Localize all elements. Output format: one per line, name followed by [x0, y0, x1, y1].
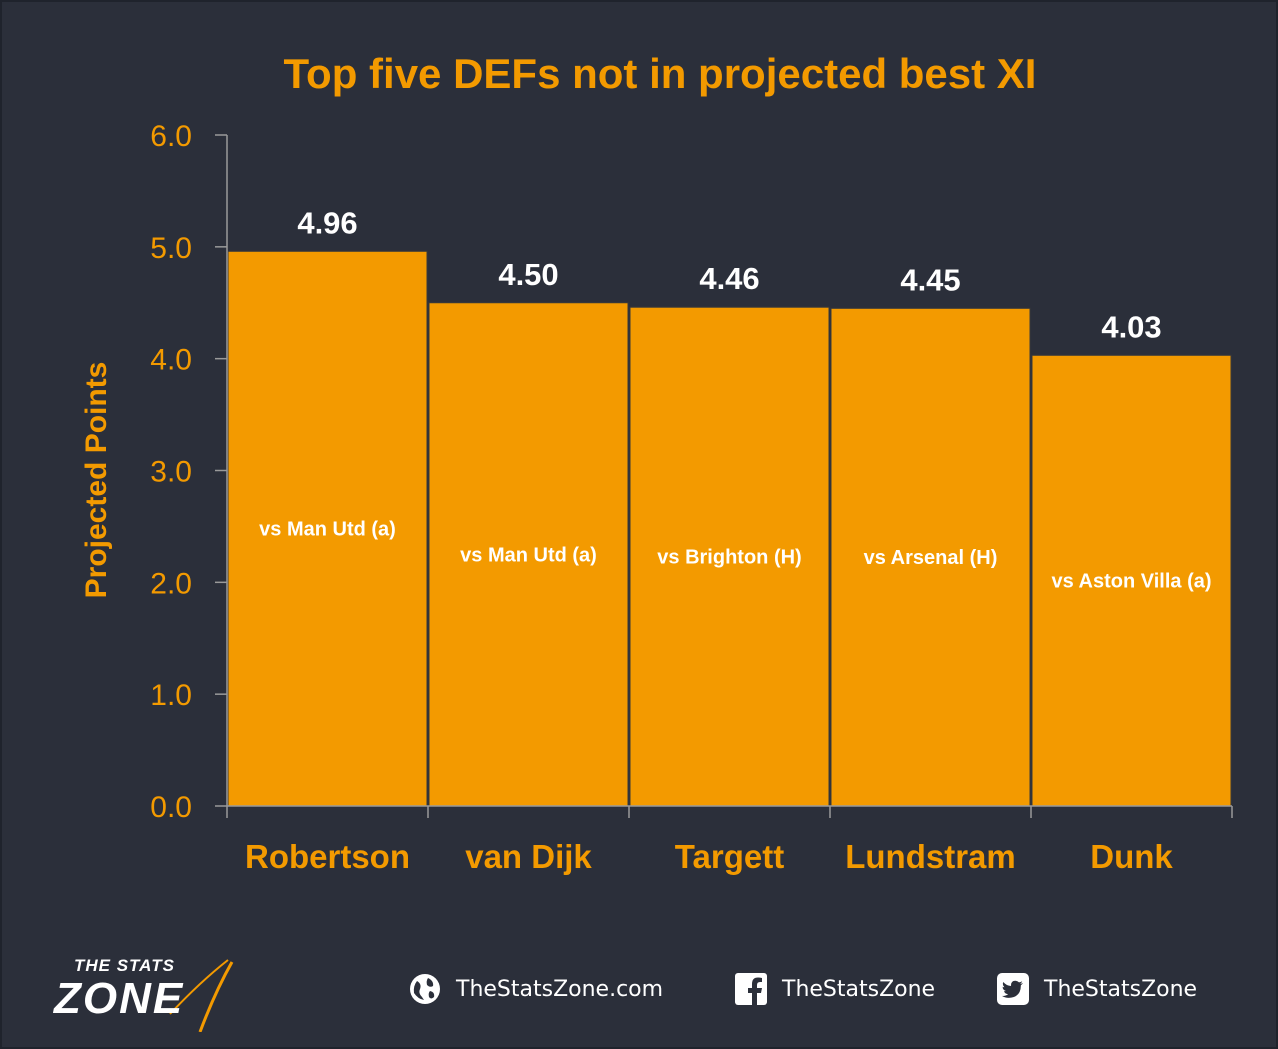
value-label-3: 4.46 — [699, 261, 759, 296]
value-label-2: 4.50 — [498, 257, 558, 292]
y-tick-label-4: 3.0 — [150, 456, 192, 489]
bars-layer — [227, 250, 1232, 807]
y-tick-label-6: 5.0 — [150, 232, 192, 265]
x-tick-label-4: Lundstram — [845, 838, 1016, 875]
twitter-text: TheStatsZone — [1044, 976, 1198, 1002]
website-link[interactable]: TheStatsZone.com — [408, 972, 663, 1006]
bar-5 — [1031, 354, 1232, 807]
fixture-label-2: vs Man Utd (a) — [460, 544, 597, 566]
y-tick-label-2: 1.0 — [150, 679, 192, 712]
value-label-1: 4.96 — [297, 205, 357, 240]
fixture-label-5: vs Aston Villa (a) — [1051, 571, 1211, 593]
facebook-text: TheStatsZone — [782, 976, 936, 1002]
bar-1 — [227, 250, 428, 807]
value-label-4: 4.45 — [900, 262, 960, 297]
bar-chart: Top five DEFs not in projected best XI P… — [80, 50, 1233, 875]
y-tick-label-7: 6.0 — [150, 120, 192, 153]
bar-4 — [830, 307, 1031, 807]
y-tick-label-1: 0.0 — [150, 791, 192, 824]
logo-top-text: THE STATS — [74, 956, 175, 975]
x-tick-label-3: Targett — [675, 838, 784, 875]
fixture-label-1: vs Man Utd (a) — [259, 519, 396, 541]
y-tick-label-3: 2.0 — [150, 567, 192, 600]
y-tick-label-5: 4.0 — [150, 344, 192, 377]
twitter-icon — [997, 973, 1029, 1005]
logo-swoosh-icon — [169, 959, 234, 1032]
y-axis-label: Projected Points — [80, 362, 113, 599]
x-tick-label-2: van Dijk — [465, 838, 592, 875]
x-tick-label-1: Robertson — [245, 838, 410, 875]
stats-zone-logo: THE STATS ZONE — [50, 952, 280, 1032]
twitter-link[interactable]: TheStatsZone — [996, 972, 1197, 1006]
footer: THE STATS ZONE TheStatsZone.com TheStats… — [2, 942, 1276, 1042]
website-text: TheStatsZone.com — [456, 976, 664, 1002]
bar-3 — [629, 306, 830, 807]
chart-title: Top five DEFs not in projected best XI — [284, 50, 1037, 97]
logo-main-text: ZONE — [54, 974, 185, 1023]
value-label-5: 4.03 — [1101, 309, 1161, 344]
facebook-link[interactable]: TheStatsZone — [734, 972, 935, 1006]
labels-layer: 4.96 vs Man Utd (a) Robertson 4.50 vs Man Ut… — [245, 205, 1212, 875]
bar-2 — [428, 302, 629, 807]
fixture-label-4: vs Arsenal (H) — [864, 547, 998, 569]
x-tick-label-5: Dunk — [1090, 838, 1173, 875]
axis-layer: 0.0 1.0 2.0 3.0 4.0 5.0 6.0 — [150, 120, 1233, 824]
facebook-icon — [735, 973, 767, 1006]
globe-icon — [410, 974, 440, 1004]
fixture-label-3: vs Brighton (H) — [657, 547, 801, 569]
